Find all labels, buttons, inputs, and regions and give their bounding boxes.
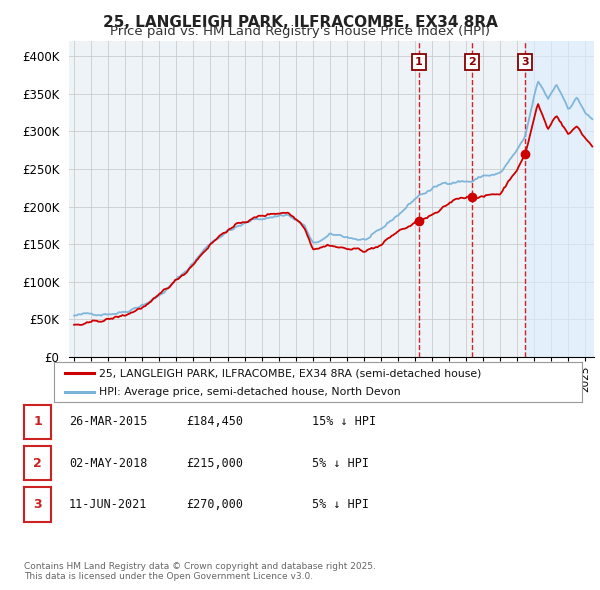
- Text: 2: 2: [468, 57, 476, 67]
- Text: HPI: Average price, semi-detached house, North Devon: HPI: Average price, semi-detached house,…: [99, 388, 401, 397]
- Text: 5% ↓ HPI: 5% ↓ HPI: [312, 457, 369, 470]
- Text: 3: 3: [33, 498, 42, 511]
- Text: 2: 2: [33, 457, 42, 470]
- Text: 25, LANGLEIGH PARK, ILFRACOMBE, EX34 8RA: 25, LANGLEIGH PARK, ILFRACOMBE, EX34 8RA: [103, 15, 497, 30]
- Text: 02-MAY-2018: 02-MAY-2018: [69, 457, 148, 470]
- Text: 3: 3: [521, 57, 529, 67]
- Text: Contains HM Land Registry data © Crown copyright and database right 2025.
This d: Contains HM Land Registry data © Crown c…: [24, 562, 376, 581]
- Text: 11-JUN-2021: 11-JUN-2021: [69, 498, 148, 511]
- Text: £184,450: £184,450: [186, 415, 243, 428]
- Text: 1: 1: [415, 57, 423, 67]
- Text: £215,000: £215,000: [186, 457, 243, 470]
- Text: 25, LANGLEIGH PARK, ILFRACOMBE, EX34 8RA (semi-detached house): 25, LANGLEIGH PARK, ILFRACOMBE, EX34 8RA…: [99, 369, 481, 379]
- Text: Price paid vs. HM Land Registry's House Price Index (HPI): Price paid vs. HM Land Registry's House …: [110, 25, 490, 38]
- Text: £270,000: £270,000: [186, 498, 243, 511]
- Text: 26-MAR-2015: 26-MAR-2015: [69, 415, 148, 428]
- Text: 5% ↓ HPI: 5% ↓ HPI: [312, 498, 369, 511]
- Bar: [525, 41, 594, 357]
- Text: 15% ↓ HPI: 15% ↓ HPI: [312, 415, 376, 428]
- Text: 1: 1: [33, 415, 42, 428]
